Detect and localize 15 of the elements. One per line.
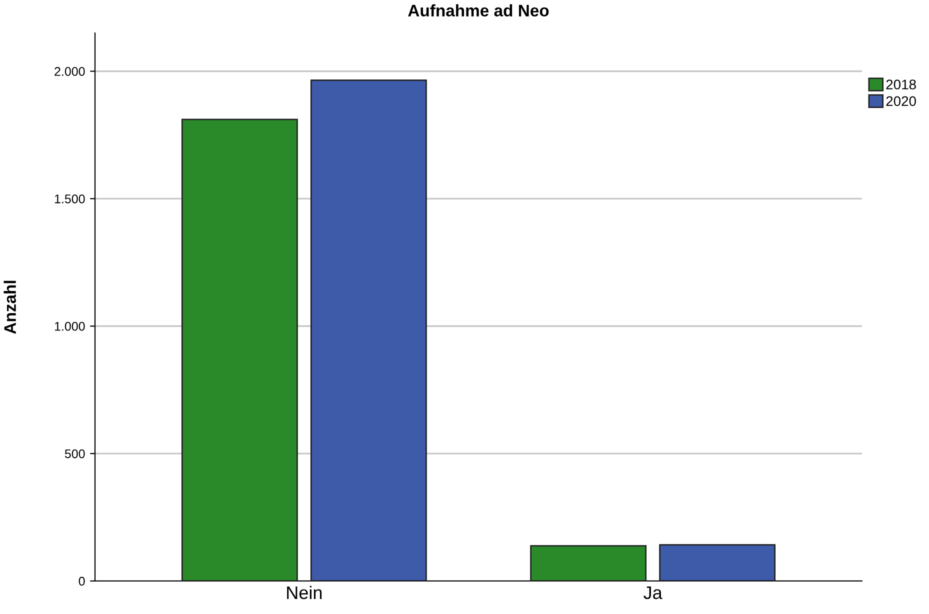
bar [530, 545, 647, 581]
y-axis-title: Anzahl [4, 280, 16, 334]
y-tick-label: 1.000 [54, 322, 85, 331]
legend-label: 2018 [886, 80, 916, 90]
legend-label: 2020 [886, 96, 916, 106]
x-tick-label: Ja [644, 586, 662, 600]
bar [310, 79, 427, 581]
chart-title: Aufnahme ad Neo [408, 4, 549, 16]
bar [181, 118, 298, 581]
bar [659, 544, 776, 581]
y-tick-label: 2.000 [54, 67, 85, 76]
y-tick-label: 0 [78, 576, 85, 586]
y-tick-label: 500 [64, 449, 85, 458]
y-tick-label: 1.500 [54, 194, 85, 204]
x-tick-label: Nein [287, 586, 322, 600]
